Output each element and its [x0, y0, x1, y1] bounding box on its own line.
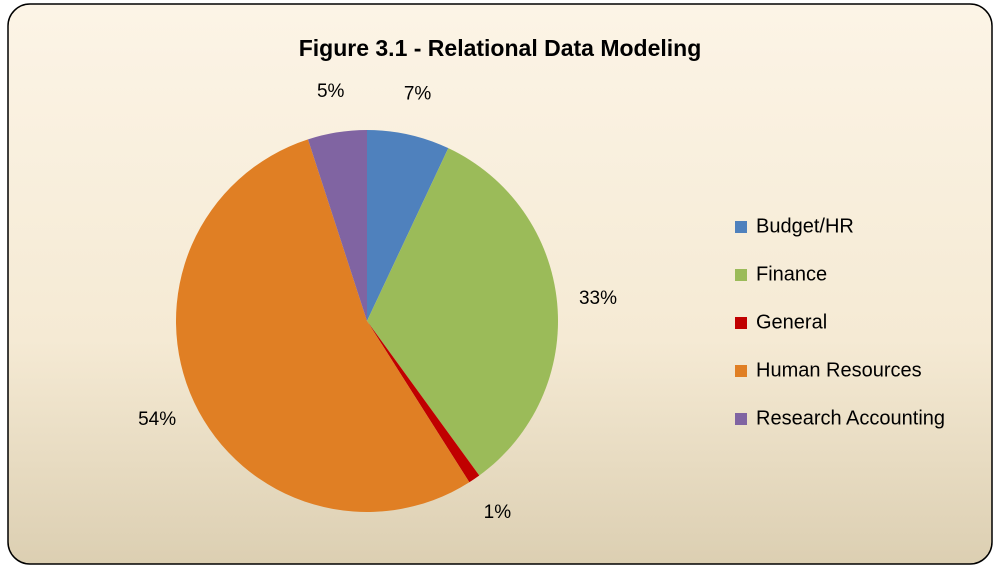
pie-slice	[175, 139, 470, 513]
data-label: 54%	[138, 409, 176, 430]
legend-label: Finance	[756, 263, 827, 285]
pie-slice	[367, 130, 449, 321]
data-label: 5%	[317, 81, 345, 102]
legend-swatch	[735, 269, 747, 281]
legend-label: Budget/HR	[756, 215, 854, 237]
pie-slice	[367, 321, 480, 483]
legend-swatch	[735, 317, 747, 329]
pie-slice	[307, 130, 367, 321]
data-label: 1%	[484, 502, 512, 523]
legend-swatch	[735, 413, 747, 425]
data-label: 33%	[579, 288, 617, 309]
legend-label: Research Accounting	[756, 407, 945, 429]
legend-swatch	[735, 221, 747, 233]
chart-title: Figure 3.1 - Relational Data Modeling	[299, 35, 702, 61]
legend-swatch	[735, 365, 747, 377]
legend-label: General	[756, 311, 827, 333]
data-label: 7%	[404, 84, 432, 105]
legend-label: Human Resources	[756, 359, 922, 381]
pie-slice	[367, 148, 559, 476]
